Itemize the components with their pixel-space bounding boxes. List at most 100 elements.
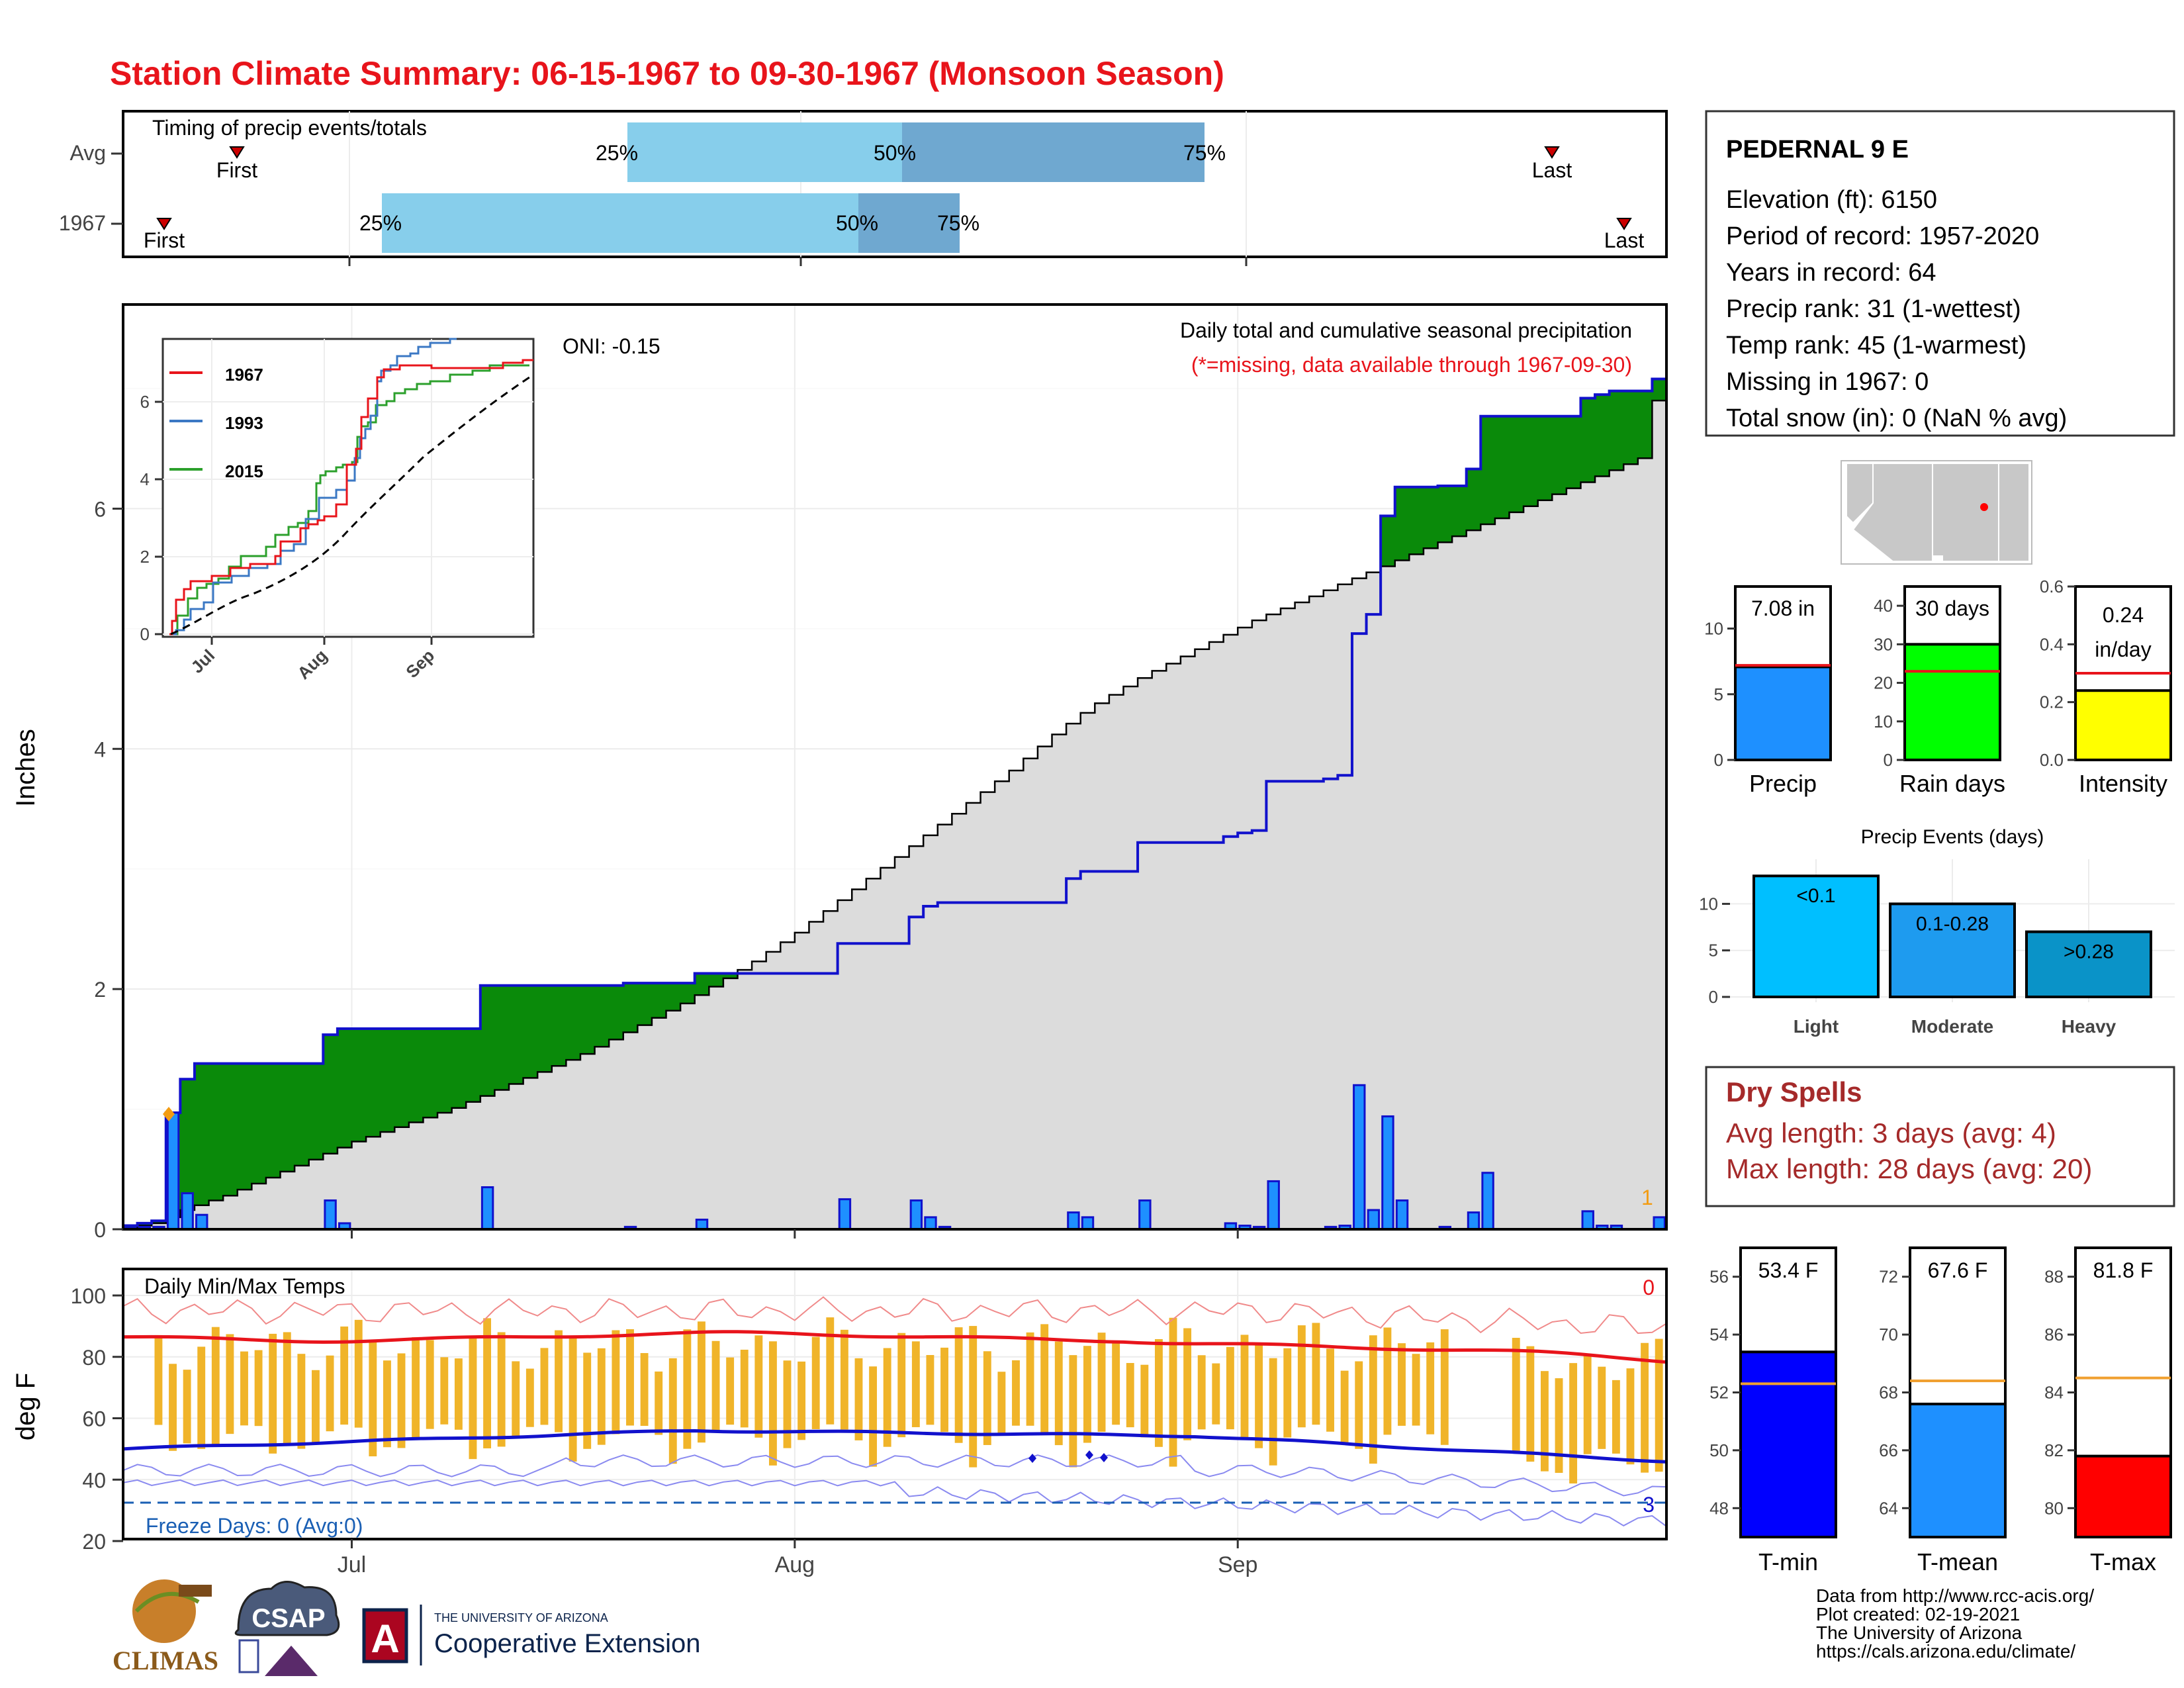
footer-source: Data from http://www.rcc-acis.org/	[1816, 1585, 2094, 1606]
daily-temp-range-bar	[569, 1337, 577, 1462]
daily-temp-range-bar	[240, 1351, 248, 1426]
daily-temp-range-bar	[197, 1346, 206, 1449]
daily-temp-range-bar	[1026, 1332, 1034, 1426]
daily-temp-range-bar	[1112, 1341, 1120, 1425]
daily-temp-range-bar	[454, 1358, 463, 1430]
temp-stat-ytick-label: 56	[1709, 1267, 1729, 1287]
missing-note: (*=missing, data available through 1967-…	[1191, 353, 1632, 377]
daily-temp-range-bar	[1326, 1348, 1334, 1432]
avg-q50-q75-bar	[902, 122, 1205, 182]
precip-event-bar	[1752, 874, 1880, 998]
temp-ytick-label: 60	[82, 1407, 106, 1431]
temp-stat-ytick-label: 64	[1879, 1498, 1898, 1518]
oni-label: ONI: -0.15	[563, 334, 660, 358]
main-ytick-label: 2	[94, 978, 106, 1002]
daily-temp-range-bar	[1569, 1363, 1578, 1484]
avg-q25-label: 25%	[596, 141, 638, 165]
temp-stat-ytick-label: 80	[2044, 1498, 2064, 1518]
daily-temp-range-bar	[1440, 1329, 1449, 1445]
daily-temp-range-bar	[1297, 1325, 1306, 1428]
daily-temp-range-bar	[1555, 1378, 1563, 1474]
daily-temp-range-bar	[1040, 1324, 1049, 1435]
daily-temp-range-bar	[740, 1349, 749, 1428]
inset-legend: 1967 1993 2015	[169, 365, 263, 481]
daily-temp-range-bar	[497, 1332, 506, 1447]
dry-spells-avg: Avg length: 3 days (avg: 4)	[1726, 1117, 2056, 1149]
stat-ytick-label: 20	[1874, 673, 1893, 693]
station-period: Period of record: 1957-2020	[1726, 222, 2039, 250]
daily-temp-range-bar	[354, 1319, 363, 1428]
y1967-q25-label: 25%	[359, 211, 402, 235]
avg-cumulative-line	[123, 399, 1666, 1229]
raindays-value: 30 days	[1915, 596, 1989, 620]
dry-spells-box: Dry Spells Avg length: 3 days (avg: 4) M…	[1705, 1066, 2175, 1207]
daily-temp-range-bar	[612, 1330, 620, 1434]
events-title: Precip Events (days)	[1861, 826, 2044, 848]
daily-temp-range-bar	[555, 1330, 563, 1432]
daily-precip-bar	[166, 1111, 180, 1231]
station-precip-rank: Precip rank: 31 (1-wettest)	[1726, 295, 2021, 323]
raindays-bar	[1903, 643, 2001, 761]
daily-temp-range-bar	[326, 1355, 334, 1432]
temp-stat-ytick-label: 70	[1879, 1325, 1898, 1344]
daily-temp-range-bar	[169, 1364, 177, 1451]
daily-temp-range-bar	[997, 1372, 1006, 1434]
csap-logo-text: CSAP	[251, 1604, 325, 1633]
daily-temp-range-bar	[797, 1361, 806, 1440]
daily-precip-bar	[181, 1192, 194, 1231]
daily-temp-range-bar	[698, 1321, 705, 1443]
temp-stat-chart: 81.8 F T-max 80 82 84 86 88	[2044, 1246, 2172, 1575]
temp-stat-value: 81.8 F	[2093, 1258, 2154, 1282]
dry-spells-title: Dry Spells	[1726, 1076, 1862, 1107]
intensity-unit: in/day	[2095, 637, 2151, 661]
daily-temp-range-bar	[926, 1354, 934, 1425]
ua-big-text: Cooperative Extension	[434, 1629, 700, 1658]
daily-temp-range-bar	[269, 1333, 277, 1454]
y1967-q25-q50-bar	[382, 193, 858, 253]
daily-precip-bar	[1467, 1211, 1480, 1231]
daily-temp-range-bar	[711, 1340, 720, 1432]
daily-temp-range-bar	[1641, 1342, 1649, 1473]
stat-ytick-label: 5	[1714, 684, 1723, 704]
daily-precip-bar	[324, 1199, 337, 1231]
tmin-record-line	[122, 1454, 1667, 1497]
precip-event-category: Heavy	[2062, 1016, 2116, 1037]
daily-temp-range-bar	[254, 1350, 263, 1427]
temp-stat-value: 67.6 F	[1928, 1258, 1988, 1282]
station-snow: Total snow (in): 0 (NaN % avg)	[1726, 404, 2067, 432]
station-name: PEDERNAL 9 E	[1726, 136, 1909, 164]
temp-stat-bar	[1909, 1402, 2007, 1538]
daily-temp-range-bar	[283, 1332, 291, 1446]
precip-event-bar	[1889, 902, 2016, 998]
tmin-low-marker-icon	[1028, 1454, 1036, 1463]
daily-temp-range-bar	[783, 1360, 792, 1448]
daily-temp-range-bar	[869, 1366, 878, 1467]
tmin-low-marker-icon	[1100, 1453, 1108, 1462]
daily-temp-range-bar	[383, 1360, 391, 1448]
avg-cumulative-area	[123, 400, 1666, 1230]
daily-temp-range-bar	[483, 1318, 492, 1448]
daily-temp-range-bar	[440, 1357, 449, 1425]
events-ytick-label: 5	[1709, 941, 1718, 961]
daily-temp-range-bar	[726, 1357, 735, 1425]
footer-url: https://cals.arizona.edu/climate/	[1816, 1641, 2075, 1662]
precip-total-bar	[1734, 665, 1832, 761]
temp-stat-ytick-label: 72	[1879, 1267, 1898, 1287]
precip-event-bar-label: <0.1	[1796, 885, 1835, 907]
daily-precip-bar	[1395, 1199, 1409, 1231]
climas-logo: CLIMAS	[113, 1579, 218, 1675]
station-years: Years in record: 64	[1726, 259, 1936, 287]
daily-temp-range-bar	[583, 1352, 592, 1449]
daily-temp-range-bar	[1240, 1335, 1249, 1440]
missing-marker-icon	[163, 1107, 175, 1121]
main-ylabel: Inches	[11, 729, 40, 807]
month-tick-label: Sep	[1218, 1552, 1258, 1577]
daily-precip-bar	[195, 1213, 208, 1231]
tmax-average-line	[122, 1330, 1667, 1364]
inset-line-2015	[169, 364, 529, 635]
stat-ytick-label: 0.6	[2040, 577, 2064, 596]
hot-count: 0	[1643, 1276, 1655, 1299]
temp-stat-ytick-label: 52	[1709, 1383, 1729, 1403]
